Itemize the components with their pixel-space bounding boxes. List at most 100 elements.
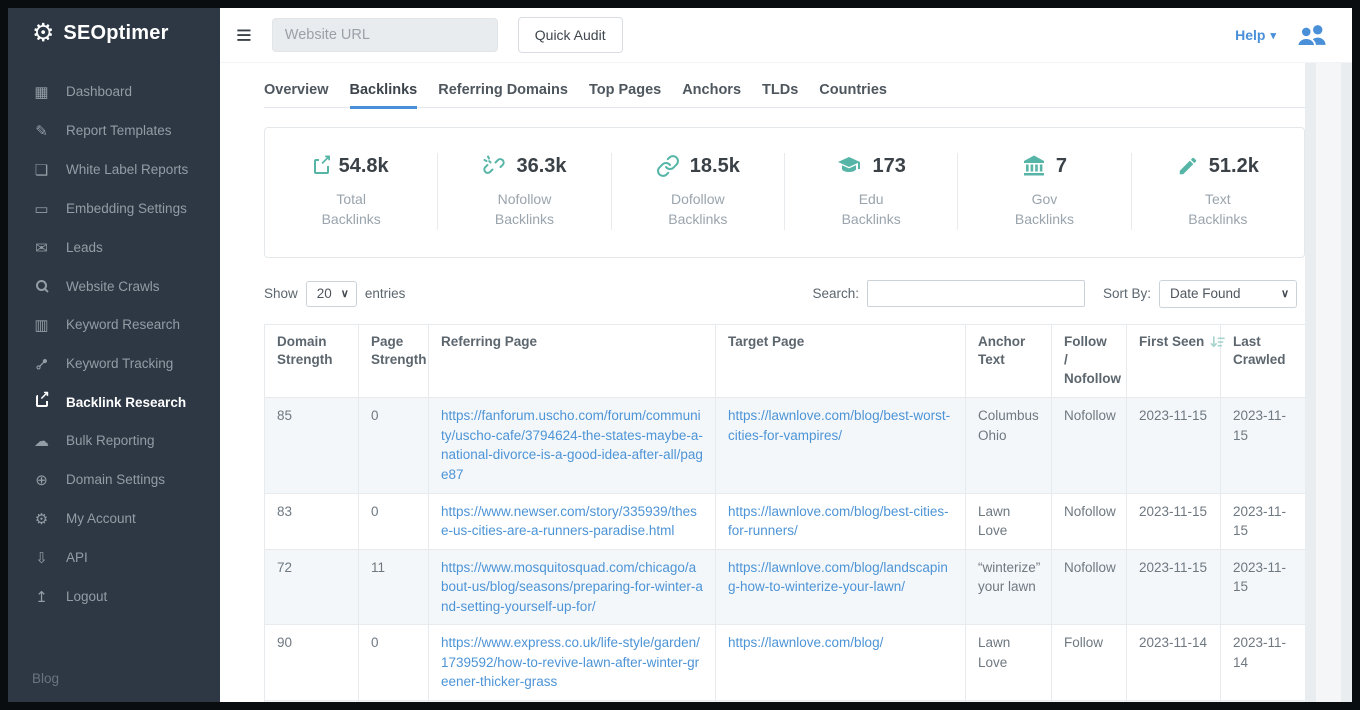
referring-page-cell: https://www.newser.com/story/335939/thes…: [428, 492, 716, 550]
seoptimer-logo[interactable]: ⚙ SEOptimer: [8, 8, 220, 52]
entries-label: entries: [364, 286, 406, 302]
sidebar-item-website-crawls[interactable]: Website Crawls: [8, 267, 220, 305]
sidebar-item-embedding-settings[interactable]: ▭ Embedding Settings: [8, 189, 220, 228]
target-page-cell: https://lawnlove.com/blog/: [715, 624, 966, 702]
table-row: 85 0 https://fanforum.uscho.com/forum/co…: [264, 397, 1306, 494]
target-page-cell: https://lawnlove.com/blog/best-cities-lo…: [715, 700, 966, 702]
target-page-link[interactable]: https://lawnlove.com/blog/landscaping-ho…: [728, 559, 948, 595]
stat-label: Edu Backlinks: [841, 191, 901, 228]
col-last-crawled[interactable]: Last Crawled: [1220, 323, 1306, 399]
target-page-link[interactable]: https://lawnlove.com/blog/best-worst-cit…: [728, 408, 951, 443]
chevron-down-icon: ∨: [1280, 288, 1289, 301]
sort-by-select[interactable]: Date Found ∨: [1159, 279, 1297, 308]
follow-cell: Nofollow: [1051, 397, 1127, 494]
domain-strength-cell: 85: [264, 397, 359, 494]
website-url-input[interactable]: [271, 18, 498, 52]
col-page-strength[interactable]: Page Strength: [358, 323, 429, 399]
referring-page-link[interactable]: https://www.newser.com/story/335939/thes…: [441, 503, 697, 539]
tab-countries[interactable]: Countries: [819, 82, 887, 98]
key-icon: ⊶: [30, 352, 54, 376]
tab-tlds[interactable]: TLDs: [762, 82, 799, 98]
chevron-down-icon: ▾: [1270, 29, 1276, 42]
stat-gov-backlinks: 7 Gov Backlinks: [958, 153, 1132, 230]
table-header-row: Domain Strength Page Strength Referring …: [264, 323, 1306, 399]
cloud-icon: ☁: [34, 432, 49, 450]
domain-strength-cell: 72: [264, 548, 359, 626]
globe-icon: ⊕: [35, 471, 48, 489]
target-page-link[interactable]: https://lawnlove.com/blog/best-cities-fo…: [728, 503, 949, 539]
sidebar-item-label: Keyword Tracking: [66, 356, 174, 371]
tab-top-pages[interactable]: Top Pages: [588, 82, 662, 98]
embedding-settings-icon: ▭: [34, 200, 49, 218]
sidebar-blog-link[interactable]: Blog: [32, 671, 60, 686]
cloud-download-icon: ⇩: [35, 549, 48, 567]
last-crawled-cell: 2023-11-15: [1220, 548, 1306, 626]
stat-text-backlinks: 51.2k Text Backlinks: [1132, 153, 1304, 230]
sidebar-nav: ▦ Dashboard ✎ Report Templates ❏ White L…: [8, 72, 220, 671]
scrollbar-track[interactable]: [1316, 63, 1341, 702]
graduation-cap-icon: [838, 157, 861, 172]
topbar: ≡ Quick Audit Help ▾: [220, 8, 1352, 63]
anchor-text-cell: Columbus Ohio: [965, 397, 1052, 494]
col-target-page[interactable]: Target Page: [715, 323, 966, 399]
sidebar-item-keyword-research[interactable]: ▥ Keyword Research: [8, 305, 220, 344]
referring-page-cell: https://www.mosquitosquad.com/chicago/ab…: [428, 548, 716, 626]
sidebar-item-api[interactable]: ⇩ API: [8, 538, 220, 577]
col-referring-page[interactable]: Referring Page: [428, 323, 716, 399]
referring-page-cell: https://www.express.co.uk/life-style/gar…: [428, 624, 716, 702]
referring-page-link[interactable]: https://www.mosquitosquad.com/chicago/ab…: [441, 559, 703, 614]
help-menu[interactable]: Help ▾: [1235, 27, 1276, 43]
bar-chart-icon: ▥: [34, 316, 49, 334]
col-domain-strength[interactable]: Domain Strength: [264, 323, 359, 399]
sidebar-item-leads[interactable]: ✉ Leads: [8, 228, 220, 267]
sidebar-item-bulk-reporting[interactable]: ☁ Bulk Reporting: [8, 421, 220, 460]
search-input[interactable]: [866, 280, 1085, 308]
sidebar-item-backlink-research[interactable]: Backlink Research: [8, 383, 220, 421]
target-page-cell: https://lawnlove.com/blog/best-cities-fo…: [715, 492, 966, 550]
first-seen-cell: 2023-11-15: [1126, 548, 1221, 626]
sidebar-item-my-account[interactable]: ⚙ My Account: [8, 499, 220, 538]
col-follow-nofollow[interactable]: Follow / Nofollow: [1051, 323, 1127, 399]
last-crawled-cell: 2023-11-15: [1220, 397, 1306, 494]
tab-overview[interactable]: Overview: [264, 82, 329, 98]
target-page-link[interactable]: https://lawnlove.com/blog/: [728, 635, 884, 651]
sidebar-item-domain-settings[interactable]: ⊕ Domain Settings: [8, 460, 220, 499]
page-size-select[interactable]: 20 ∨: [305, 280, 357, 307]
stat-value: 173: [872, 154, 906, 177]
stat-label: Nofollow Backlinks: [494, 191, 555, 228]
page-strength-cell: 11: [358, 548, 429, 626]
sidebar-item-white-label-reports[interactable]: ❏ White Label Reports: [8, 150, 220, 189]
page-strength-cell: 0: [358, 492, 429, 550]
referring-page-link[interactable]: https://fanforum.uscho.com/forum/communi…: [441, 408, 703, 482]
sidebar-item-label: Website Crawls: [66, 278, 160, 294]
follow-cell: Follow: [1051, 624, 1127, 702]
account-users-button[interactable]: [1296, 23, 1328, 47]
sidebar-item-report-templates[interactable]: ✎ Report Templates: [8, 111, 220, 150]
col-anchor-text[interactable]: Anchor Text: [965, 323, 1052, 399]
referring-page-cell: https://fanforum.uscho.com/forum/communi…: [428, 397, 716, 494]
tab-backlinks[interactable]: Backlinks: [349, 76, 418, 109]
col-first-seen[interactable]: First Seen: [1126, 323, 1226, 399]
sidebar-item-label: Embedding Settings: [66, 201, 187, 216]
stat-value: 54.8k: [338, 154, 389, 177]
users-icon: [1296, 25, 1326, 47]
stat-value: 51.2k: [1208, 154, 1259, 177]
pencil-icon: [1179, 157, 1197, 175]
chevron-down-icon: ∨: [340, 288, 349, 301]
tab-anchors[interactable]: Anchors: [682, 82, 742, 98]
tab-referring-domains[interactable]: Referring Domains: [438, 82, 568, 98]
sidebar-item-label: Logout: [66, 589, 108, 604]
gear-logo-icon: ⚙: [32, 19, 55, 47]
referring-page-link[interactable]: https://www.express.co.uk/life-style/gar…: [441, 635, 700, 690]
sidebar-item-keyword-tracking[interactable]: ⊶ Keyword Tracking: [8, 344, 220, 383]
sidebar-item-label: My Account: [66, 511, 136, 526]
table-row: 83 0 https://www.newser.com/story/335939…: [264, 492, 1306, 550]
hamburger-menu-icon[interactable]: ≡: [236, 19, 252, 50]
sidebar-item-dashboard[interactable]: ▦ Dashboard: [8, 72, 220, 111]
sidebar-item-logout[interactable]: ↥ Logout: [8, 577, 220, 616]
page-strength-cell: 0: [358, 397, 429, 494]
quick-audit-button[interactable]: Quick Audit: [517, 17, 623, 53]
